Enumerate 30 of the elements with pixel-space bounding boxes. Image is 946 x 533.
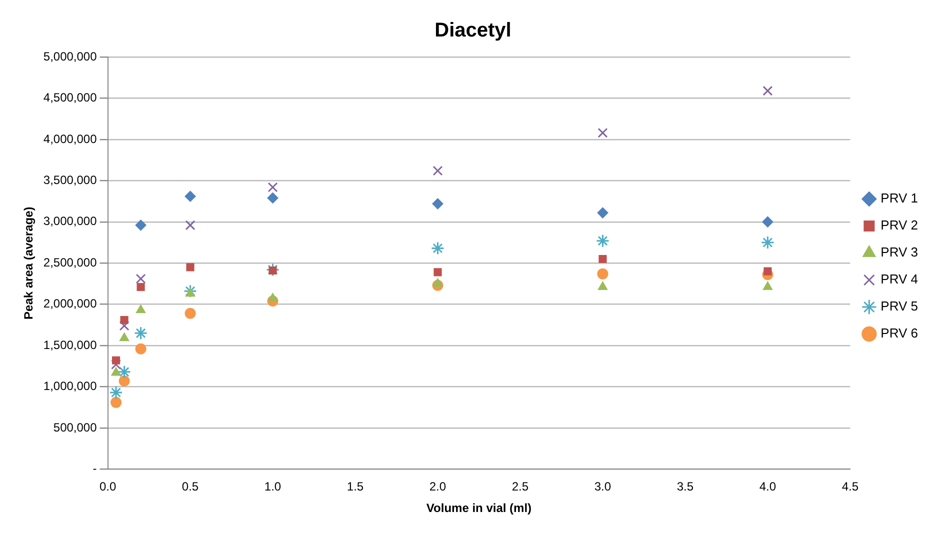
x-tick-label: 3.5	[676, 480, 694, 494]
y-tick-label: 3,500,000	[43, 172, 98, 187]
y-tick-label: 3,000,000	[43, 214, 98, 228]
x-tick-label: 2.0	[429, 480, 446, 494]
x-tick-label: 0.5	[182, 480, 199, 494]
y-tick-label: 2,500,000	[43, 255, 98, 270]
y-tick-label: 2,000,000	[43, 296, 98, 311]
x-tick-label: 1.5	[346, 480, 364, 494]
legend-label: PRV 2	[880, 218, 918, 233]
y-tick-label: 4,500,000	[43, 90, 98, 105]
y-tick-label: 5,000,000	[43, 49, 98, 64]
x-tick-label: 1.0	[264, 480, 282, 494]
y-axis-title: Peak area (average)	[22, 206, 36, 320]
y-tick-label: -	[92, 462, 97, 476]
y-tick-label: 1,000,000	[43, 379, 98, 394]
x-tick-label: 3.0	[594, 480, 612, 494]
y-tick-label: 4,000,000	[43, 132, 98, 146]
x-tick-label: 4.0	[759, 480, 776, 494]
chart-title: Diacetyl	[434, 20, 512, 42]
x-tick-label: 0.0	[99, 480, 116, 494]
legend-label: PRV 1	[880, 190, 918, 206]
x-tick-label: 4.5	[842, 480, 859, 494]
legend-label: PRV 4	[880, 272, 918, 287]
legend-label: PRV 3	[880, 244, 918, 260]
x-tick-label: 2.5	[512, 480, 529, 494]
y-tick-label: 1,500,000	[43, 338, 98, 352]
x-axis-title: Volume in vial (ml)	[426, 501, 532, 516]
y-tick-label: 500,000	[53, 420, 98, 434]
legend-label: PRV 5	[880, 298, 918, 314]
legend-label: PRV 6	[880, 326, 918, 341]
